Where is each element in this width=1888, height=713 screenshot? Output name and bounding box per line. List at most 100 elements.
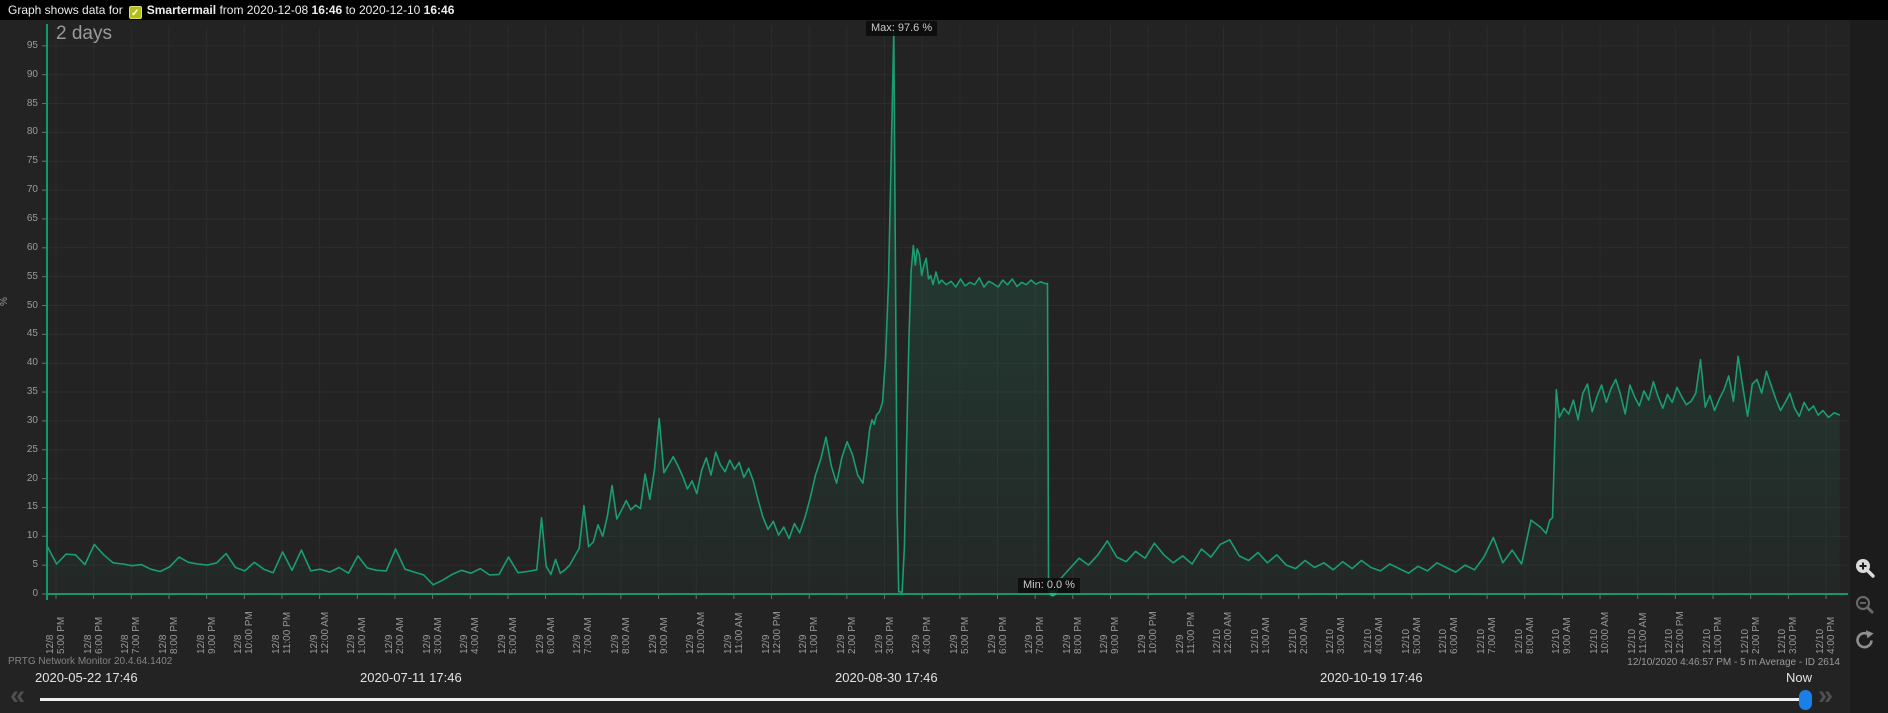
x-axis-tick-label: 12/9 7:00 AM <box>572 617 595 654</box>
timeline-date-4: 2020-10-19 17:46 <box>1320 670 1423 685</box>
x-axis-tick-label: 12/9 7:00 PM <box>1024 616 1047 654</box>
zoom-out-magnifier-icon <box>1856 596 1874 614</box>
x-axis-tick-label: 12/9 2:00 AM <box>383 617 406 654</box>
x-axis-tick-label: 12/8 6:00 PM <box>82 616 105 654</box>
y-axis-tick-label: 55 <box>26 270 38 282</box>
x-axis-tick-label: 12/10 4:00 PM <box>1815 616 1838 654</box>
timeline-date-1: 2020-05-22 17:46 <box>35 670 138 685</box>
x-axis-tick-label: 12/9 3:00 AM <box>421 617 444 654</box>
refresh-arrow-icon <box>1856 630 1874 649</box>
y-axis-tick-label: 70 <box>26 184 38 196</box>
zoom-out-button[interactable] <box>1853 594 1877 623</box>
y-axis-tick-label: 15 <box>26 501 38 513</box>
graph-info-label: 12/10/2020 4:46:57 PM - 5 m Average - ID… <box>1627 657 1840 668</box>
x-axis-tick-label: 12/9 2:00 PM <box>835 616 858 654</box>
y-axis-tick-label: 5 <box>32 559 38 571</box>
min-value-tooltip: Min: 0.0 % <box>1018 578 1080 593</box>
max-value-tooltip: Max: 97.6 % <box>866 21 938 36</box>
timeline-date-3: 2020-08-30 17:46 <box>835 670 938 685</box>
timeline-scrollbar-track[interactable] <box>40 698 1802 701</box>
x-axis-tick-label: 12/9 10:00 AM <box>685 611 708 654</box>
series-area-fill <box>47 30 1840 595</box>
x-axis-tick-label: 12/9 3:00 PM <box>873 616 896 654</box>
x-axis-tick-label: 12/10 12:00 AM <box>1212 611 1235 654</box>
date-from: 2020-12-08 <box>246 3 309 17</box>
graph-area: 2 days % Max: 97.6 % Min: 0.0 % 0 5 10 15 20… <box>0 20 1888 655</box>
y-axis-tick-label: 65 <box>26 212 38 224</box>
sensor-name[interactable]: Smartermail <box>146 3 217 17</box>
x-axis-tick-label: 12/9 5:00 PM <box>948 616 971 654</box>
time-to: 16:46 <box>423 3 455 17</box>
y-axis-tick-label: 95 <box>26 39 38 51</box>
y-axis-tick-label: 85 <box>26 97 38 109</box>
x-axis-tick-label: 12/9 12:00 AM <box>308 611 331 654</box>
chart-plot-canvas[interactable] <box>0 20 1888 655</box>
x-axis-tick-label: 12/8 9:00 PM <box>195 616 218 654</box>
x-axis-tick-label: 12/9 10:00 PM <box>1137 611 1160 654</box>
x-axis-tick-label: 12/9 4:00 PM <box>911 616 934 654</box>
right-tool-strip <box>1850 20 1888 713</box>
time-from: 16:46 <box>311 3 343 17</box>
x-axis-tick-label: 12/10 4:00 AM <box>1363 617 1386 654</box>
y-axis-tick-label: 35 <box>26 386 38 398</box>
x-axis-tick-label: 12/10 3:00 AM <box>1325 617 1348 654</box>
header-bar: Graph shows data for ✓ Smartermail from 20… <box>0 0 1888 20</box>
app-version-label: PRTG Network Monitor 20.4.64.1402 <box>8 656 173 667</box>
x-axis-tick-label: 12/9 5:00 AM <box>496 617 519 654</box>
x-axis-tick-label: 12/9 8:00 AM <box>609 617 632 654</box>
x-axis-tick-label: 12/10 12:00 PM <box>1664 611 1687 654</box>
x-axis-tick-label: 12/9 12:00 PM <box>760 611 783 654</box>
y-axis-tick-label: 0 <box>32 588 38 599</box>
x-axis-tick-label: 12/10 10:00 AM <box>1589 611 1612 654</box>
y-axis-tick-label: 60 <box>26 241 38 253</box>
x-axis-tick-label: 12/10 7:00 AM <box>1476 617 1499 654</box>
x-axis-tick-label: 12/10 2:00 AM <box>1287 617 1310 654</box>
header-prefix: Graph shows data for <box>8 3 123 17</box>
scroll-left-button[interactable]: « <box>10 680 26 710</box>
zoom-in-magnifier-icon <box>1856 559 1875 578</box>
date-to: 2020-12-10 <box>358 3 421 17</box>
x-axis-tick-label: 12/8 8:00 PM <box>157 616 180 654</box>
y-axis-tick-label: 10 <box>26 530 38 542</box>
x-axis-tick-label: 12/10 11:00 AM <box>1626 612 1649 654</box>
timeline-now-label: Now <box>1785 670 1812 685</box>
x-axis-tick-label: 12/8 7:00 PM <box>120 616 143 654</box>
refresh-button[interactable] <box>1853 629 1879 660</box>
y-axis-tick-label: 45 <box>26 328 38 340</box>
y-axis-tick-label: 90 <box>26 68 38 80</box>
x-axis-tick-label: 12/9 11:00 AM <box>722 612 745 654</box>
x-axis-tick-label: 12/10 2:00 PM <box>1739 616 1762 654</box>
x-axis-tick-label: 12/8 10:00 PM <box>233 611 256 654</box>
x-axis-tick-label: 12/9 1:00 AM <box>346 617 369 654</box>
y-axis-tick-label: 75 <box>26 155 38 167</box>
x-axis-tick-label: 12/8 11:00 PM <box>270 611 293 654</box>
y-axis-tick-label: 20 <box>26 472 38 484</box>
scroll-right-button[interactable]: » <box>1818 680 1834 710</box>
sensor-status-check-icon: ✓ <box>128 6 142 19</box>
y-axis-tick-label: 40 <box>26 357 38 369</box>
x-axis-tick-label: 12/9 8:00 PM <box>1061 616 1084 654</box>
x-axis-tick-label: 12/10 6:00 AM <box>1438 617 1461 654</box>
x-axis-tick-label: 12/10 1:00 AM <box>1250 617 1273 654</box>
x-axis-tick-label: 12/10 5:00 AM <box>1400 617 1423 654</box>
x-axis-tick-label: 12/9 11:00 PM <box>1174 611 1197 654</box>
series-line <box>46 30 1841 595</box>
to-label: to <box>345 3 356 17</box>
y-axis-tick-label: 50 <box>26 299 38 311</box>
x-axis-tick-label: 12/9 6:00 AM <box>534 617 557 654</box>
x-axis-tick-label: 12/8 5:00 PM <box>45 616 67 654</box>
y-axis-tick-label: 30 <box>26 414 38 426</box>
x-axis-tick-label: 12/9 4:00 AM <box>459 617 482 654</box>
time-range-label: 2 days <box>56 23 112 44</box>
x-axis-tick-label: 12/10 1:00 PM <box>1702 616 1725 654</box>
zoom-in-button[interactable] <box>1853 557 1877 586</box>
x-axis-tick-label: 12/10 9:00 AM <box>1551 617 1574 654</box>
timeline-scrollbar-thumb[interactable] <box>1799 690 1812 710</box>
timeline-date-2: 2020-07-11 17:46 <box>360 670 462 685</box>
y-axis-tick-label: 80 <box>26 126 38 138</box>
x-axis-tick-label: 12/10 3:00 PM <box>1777 616 1800 654</box>
x-axis-tick-label: 12/10 8:00 AM <box>1513 617 1536 654</box>
x-axis-tick-label: 12/9 6:00 PM <box>986 616 1009 654</box>
x-axis-tick-label: 12/9 1:00 PM <box>798 616 821 654</box>
x-axis-tick-label: 12/9 9:00 PM <box>1099 616 1122 654</box>
